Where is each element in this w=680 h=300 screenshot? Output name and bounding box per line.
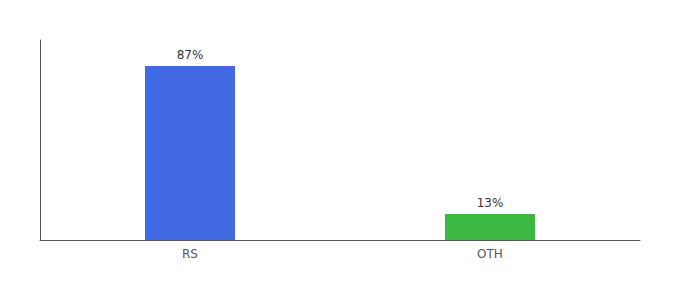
svg-text:13%: 13%: [477, 196, 504, 210]
svg-text:87%: 87%: [177, 48, 204, 62]
svg-text:OTH: OTH: [477, 247, 503, 261]
svg-text:RS: RS: [182, 247, 198, 261]
